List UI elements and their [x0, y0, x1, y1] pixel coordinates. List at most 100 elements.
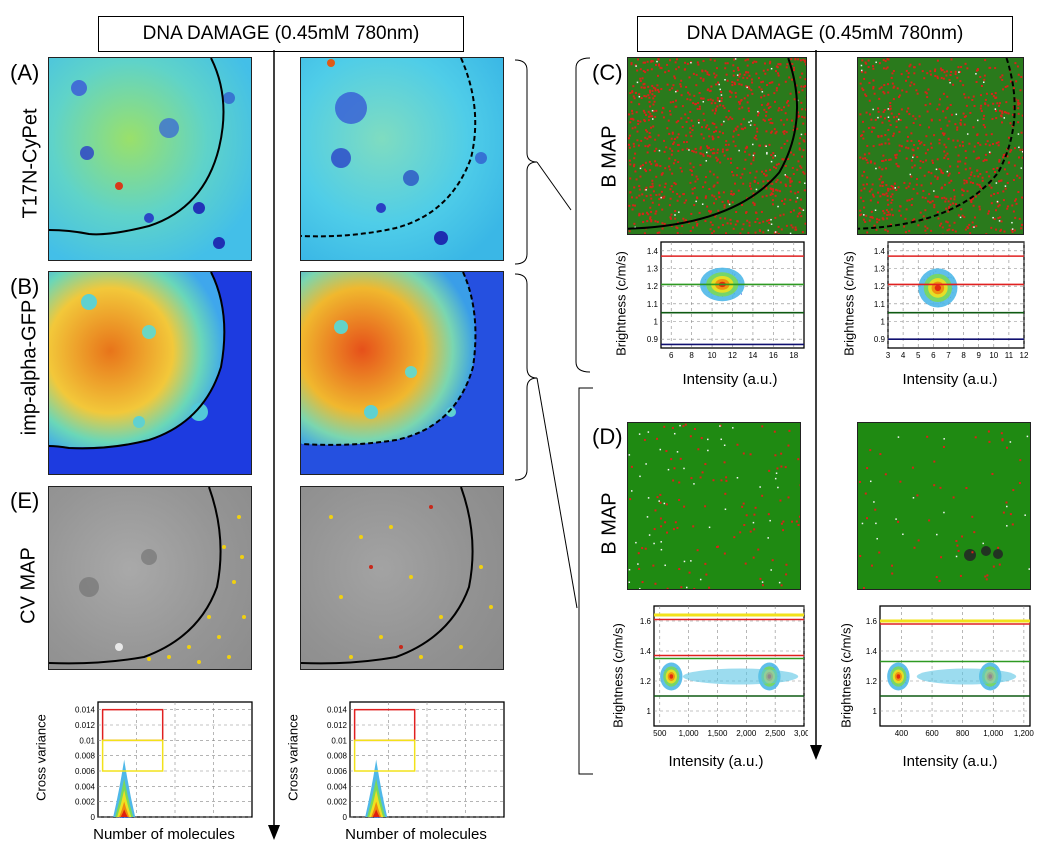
- y-tick-label: 1.1: [874, 300, 886, 309]
- y-tick-label: 0.004: [75, 782, 96, 791]
- image-E-left: [48, 486, 252, 670]
- x-tick-label: 18: [789, 351, 798, 360]
- image-D-right: [857, 422, 1031, 590]
- image-A-right: [300, 57, 504, 261]
- plot-C-left: 0.9 1 1.1 1.2 1.3 1.4 6 8 10 12 14 16 18: [647, 241, 805, 360]
- density-contour: [896, 674, 901, 679]
- x-tick-label: 6: [669, 351, 674, 360]
- panel-C-label: B MAP: [598, 125, 621, 188]
- panel-B-label: imp-alpha-GFP: [18, 299, 41, 436]
- brace-A-to-C: [514, 59, 572, 265]
- gate-box: [353, 739, 416, 772]
- x-tick-label: 8: [961, 351, 966, 360]
- x-tick-label: 5: [916, 351, 921, 360]
- density-contour: [120, 809, 128, 817]
- data-point: [127, 816, 129, 818]
- x-tick-label: 2,000: [736, 729, 757, 738]
- image-D-left: [627, 422, 801, 590]
- y-tick-label: 1: [873, 707, 878, 716]
- x-tick-label: 3,000: [794, 729, 808, 738]
- x-tick-label: 600: [925, 729, 939, 738]
- x-tick-label: 16: [769, 351, 778, 360]
- y-tick-label: 0.002: [75, 798, 96, 807]
- brace-B-to-D: [514, 273, 578, 609]
- density-band: [916, 668, 1017, 685]
- y-tick-label: 1: [881, 318, 886, 327]
- plot-D-right-ylabel: Brightness (c/m/s): [838, 623, 854, 728]
- y-tick-label: 1.2: [640, 677, 652, 686]
- x-tick-label: 12: [728, 351, 737, 360]
- image-C-right: [857, 57, 1024, 235]
- y-tick-label: 1.4: [647, 247, 659, 256]
- y-tick-label: 1.6: [866, 617, 878, 626]
- y-tick-label: 1.6: [640, 617, 652, 626]
- panel-A-letter: (A): [10, 60, 40, 85]
- data-point: [130, 816, 132, 818]
- x-tick-label: 10: [989, 351, 998, 360]
- plot-E-right-xlabel: Number of molecules: [345, 826, 487, 843]
- panel-D-letter: (D): [592, 424, 623, 449]
- right-arrow: [810, 50, 822, 760]
- x-tick-label: 10: [708, 351, 717, 360]
- plot-E-left-ylabel: Cross variance: [33, 714, 49, 801]
- y-tick-label: 0.9: [874, 335, 886, 344]
- y-tick-label: 0.012: [75, 721, 96, 730]
- image-A-left: [48, 57, 252, 261]
- y-tick-label: 0: [91, 813, 96, 821]
- x-tick-label: 8: [689, 351, 694, 360]
- x-tick-label: 1,000: [679, 729, 700, 738]
- data-point: [377, 816, 379, 818]
- data-point: [374, 816, 376, 818]
- x-tick-label: 7: [946, 351, 951, 360]
- plot-D-left-ylabel: Brightness (c/m/s): [610, 623, 626, 728]
- y-tick-label: 0.014: [75, 706, 96, 715]
- density-contour: [669, 674, 674, 679]
- y-tick-label: 0: [343, 813, 348, 821]
- data-point: [126, 816, 128, 818]
- density-contour: [372, 809, 380, 817]
- y-tick-label: 1.4: [874, 247, 886, 256]
- y-tick-label: 0.01: [331, 736, 347, 745]
- plot-D-left: 1 1.2 1.4 1.6 500 1,000 1,500 2,000 2,500 3,000: [640, 605, 808, 738]
- plot-C-left-xlabel: Intensity (a.u.): [682, 371, 778, 388]
- data-point: [125, 816, 127, 818]
- plot-D-left-xlabel: Intensity (a.u.): [668, 753, 764, 770]
- panel-C-letter: (C): [592, 60, 623, 85]
- bracket-C: [575, 57, 591, 373]
- density-band: [682, 668, 799, 685]
- plot-C-right-xlabel: Intensity (a.u.): [902, 371, 998, 388]
- y-tick-label: 0.004: [327, 782, 348, 791]
- x-tick-label: 1,200: [1014, 729, 1034, 738]
- y-tick-label: 0.014: [327, 706, 348, 715]
- x-tick-label: 11: [1005, 351, 1014, 360]
- data-point: [376, 816, 378, 818]
- y-tick-label: 1.2: [866, 677, 878, 686]
- x-tick-label: 6: [931, 351, 936, 360]
- panel-E-letter: (E): [10, 488, 40, 513]
- image-C-left: [627, 57, 807, 235]
- x-tick-label: 1,500: [707, 729, 728, 738]
- y-tick-label: 1.2: [874, 282, 886, 291]
- title-left: DNA DAMAGE (0.45mM 780nm): [98, 16, 464, 52]
- data-point: [740, 293, 742, 295]
- y-tick-label: 1: [647, 707, 652, 716]
- plot-E-right-ylabel: Cross variance: [285, 714, 301, 801]
- panel-E-label: CV MAP: [17, 547, 40, 624]
- plot-E-left: 0 0.002 0.004 0.006 0.008 0.01 0.012 0.014: [75, 701, 253, 821]
- gate-box: [101, 739, 164, 772]
- data-point: [374, 816, 376, 818]
- plot-D-right-xlabel: Intensity (a.u.): [902, 753, 998, 770]
- data-point: [122, 816, 124, 818]
- x-tick-label: 400: [895, 729, 909, 738]
- plot-C-right-ylabel: Brightness (c/m/s): [841, 251, 857, 356]
- y-tick-label: 1: [654, 318, 659, 327]
- y-tick-label: 0.01: [79, 736, 95, 745]
- x-tick-label: 800: [956, 729, 970, 738]
- x-tick-label: 4: [901, 351, 906, 360]
- nucleus-outline: [628, 58, 799, 230]
- y-tick-label: 0.012: [327, 721, 348, 730]
- bracket-D: [578, 387, 593, 775]
- panel-D-label: B MAP: [598, 492, 621, 555]
- y-tick-label: 0.006: [327, 767, 348, 776]
- y-tick-label: 1.4: [866, 647, 878, 656]
